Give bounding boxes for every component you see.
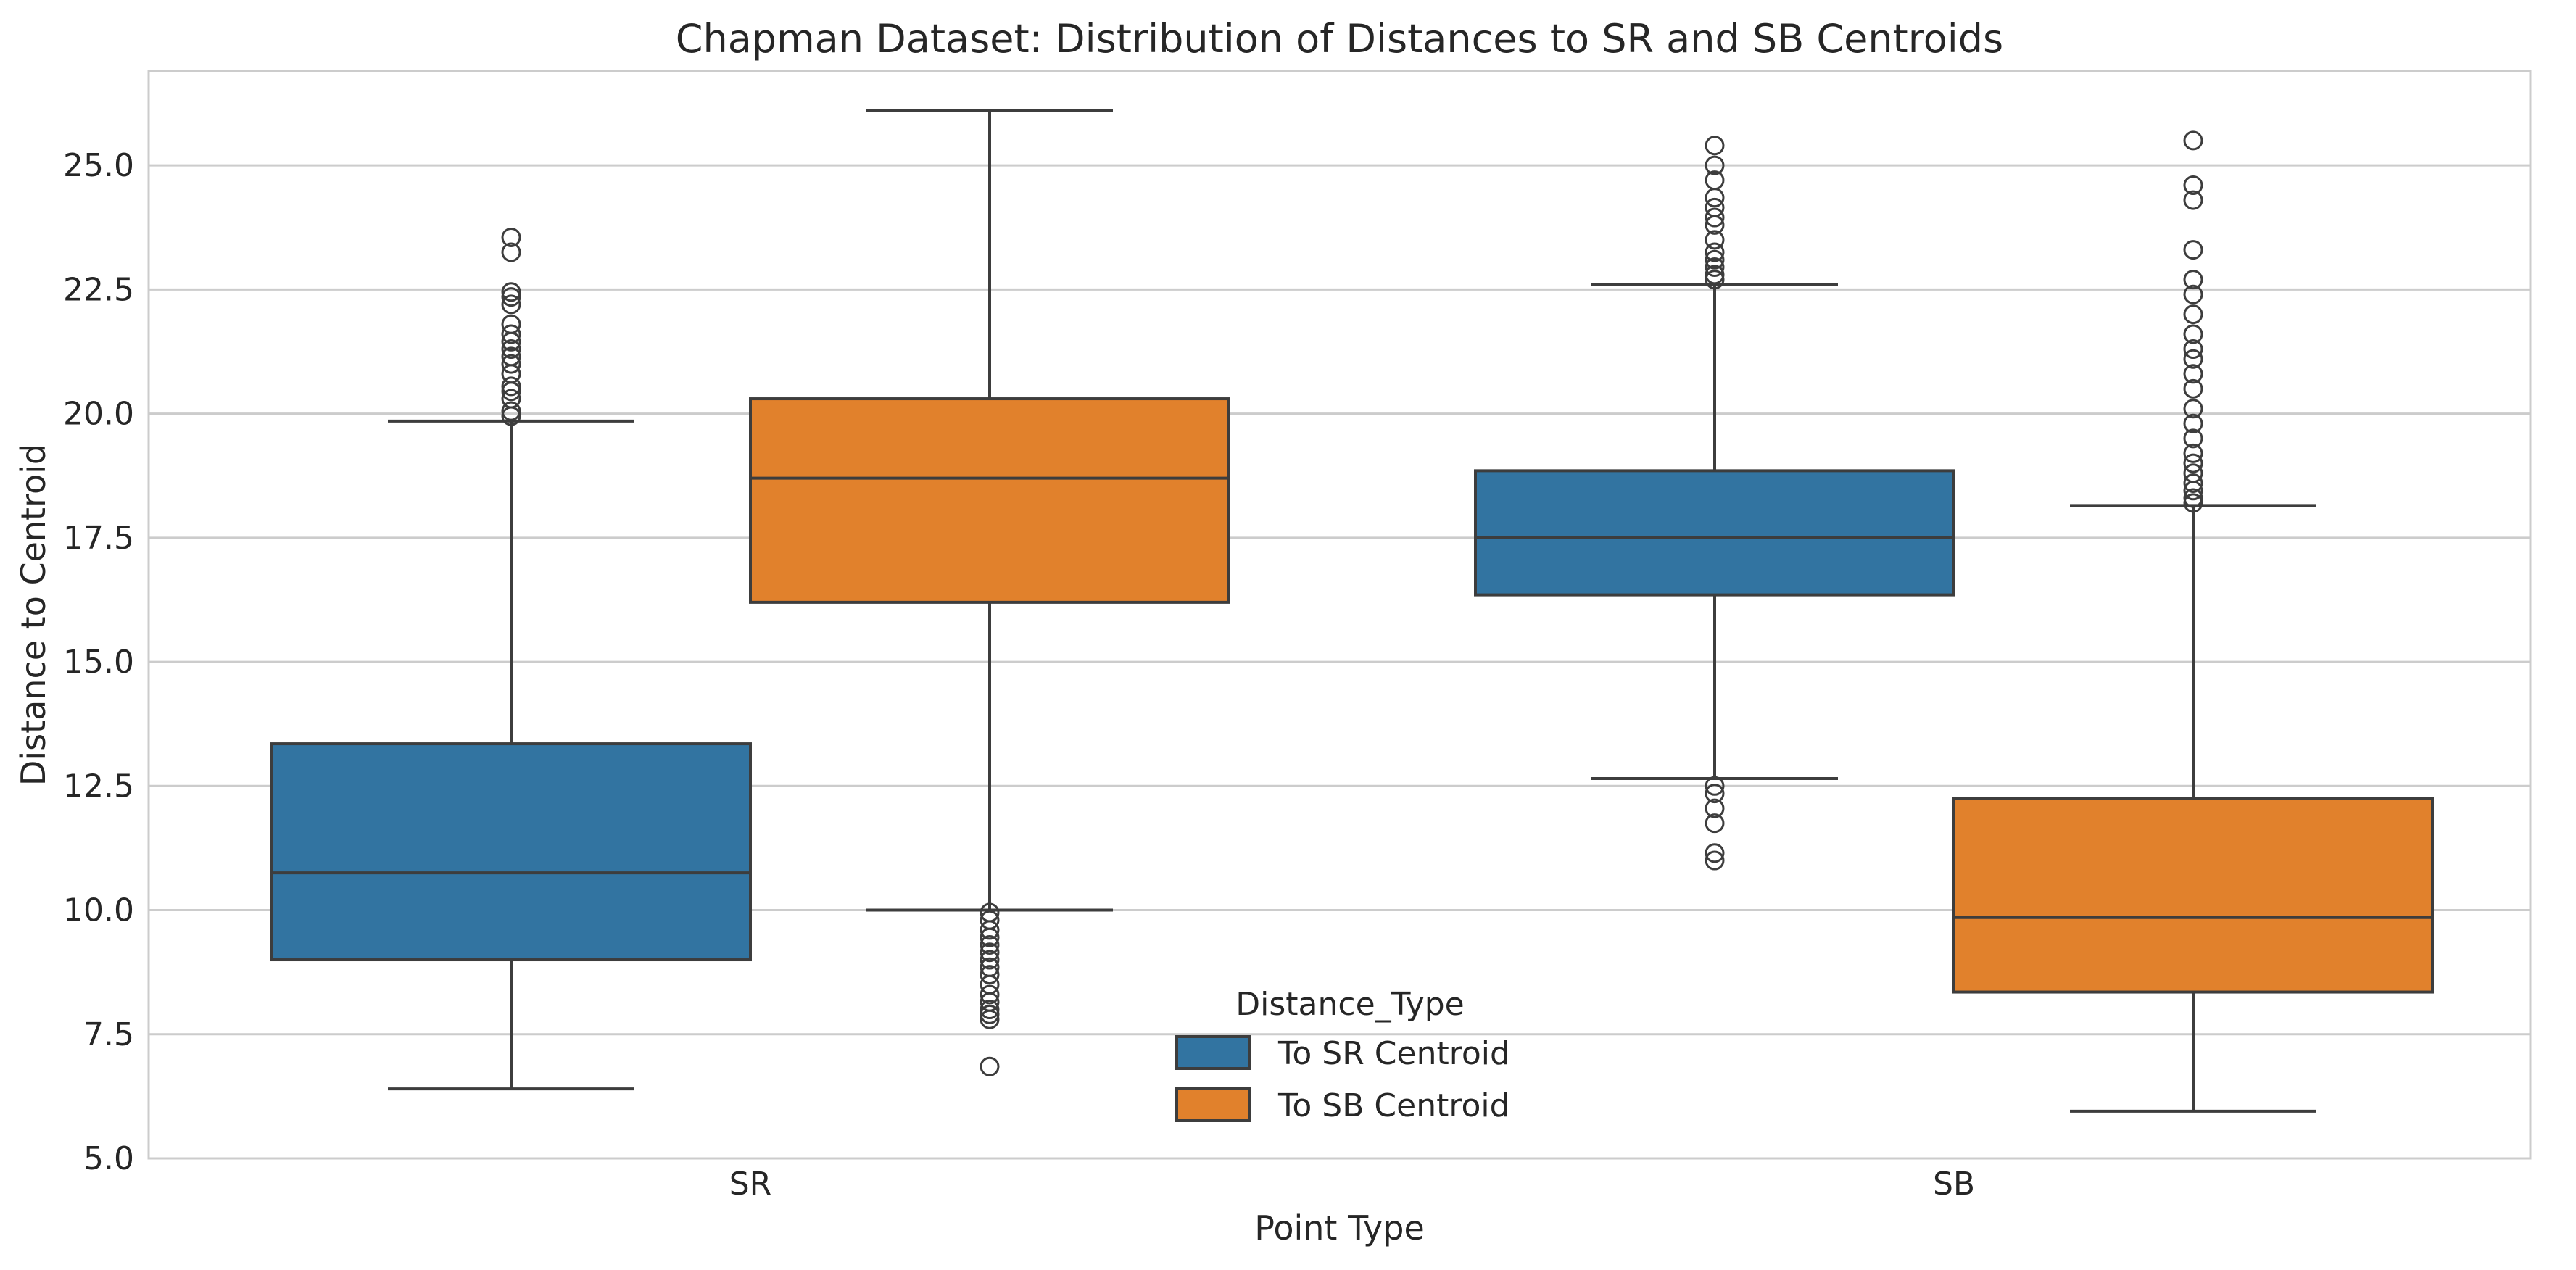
outlier-point xyxy=(980,942,1000,963)
x-tick-label: SR xyxy=(729,1166,772,1203)
outlier-point xyxy=(2183,324,2203,344)
outlier-point xyxy=(2183,364,2203,384)
chart-title: Chapman Dataset: Distribution of Distanc… xyxy=(676,16,2003,62)
y-tick-label: 10.0 xyxy=(63,892,134,929)
legend: Distance_Type To SR Centroid To SB Centro… xyxy=(1175,986,1510,1124)
outlier-point xyxy=(1705,230,1725,250)
outlier-point xyxy=(980,984,1000,1005)
outlier-point xyxy=(1705,265,1725,285)
y-axis-title: Distance to Centroid xyxy=(14,444,53,786)
outlier-point xyxy=(980,1004,1000,1024)
legend-title: Distance_Type xyxy=(1235,986,1464,1023)
outlier-point xyxy=(2183,399,2203,419)
box-layer xyxy=(270,109,2434,1113)
outlier-point xyxy=(1705,784,1725,804)
outlier-point xyxy=(1705,155,1725,175)
outlier-point xyxy=(2183,284,2203,304)
outlier-point xyxy=(1705,257,1725,278)
outlier-point xyxy=(1705,776,1725,796)
outlier-point xyxy=(501,401,521,421)
outlier-point xyxy=(1705,850,1725,871)
outlier-point xyxy=(1705,242,1725,262)
outlier-point xyxy=(2183,443,2203,463)
box-to-sb-centroid-sr xyxy=(749,109,1230,1076)
outlier-point xyxy=(2183,190,2203,210)
outlier-point xyxy=(2183,488,2203,508)
outlier-point xyxy=(501,287,521,307)
outlier-point xyxy=(980,927,1000,947)
outlier-point xyxy=(2183,240,2203,260)
y-tick-label: 12.5 xyxy=(63,768,134,805)
outlier-point xyxy=(501,354,521,374)
outlier-point xyxy=(2183,175,2203,196)
grid-layer xyxy=(149,164,2530,1160)
outlier-point xyxy=(980,950,1000,970)
outlier-point xyxy=(1705,249,1725,270)
outlier-point xyxy=(2183,428,2203,449)
outlier-point xyxy=(2183,378,2203,399)
outlier-point xyxy=(980,1009,1000,1029)
outlier-point xyxy=(501,314,521,334)
outlier-point xyxy=(501,324,521,344)
y-tick-label: 7.5 xyxy=(83,1016,134,1053)
outlier-point xyxy=(1705,813,1725,834)
outlier-point xyxy=(980,1000,1000,1020)
interquartile-box xyxy=(1952,797,2434,994)
outlier-point xyxy=(1705,136,1725,156)
box-to-sb-centroid-sb xyxy=(1952,130,2434,1113)
y-tick-label: 25.0 xyxy=(63,147,134,184)
outlier-point xyxy=(1705,798,1725,818)
interquartile-box xyxy=(270,742,752,962)
outlier-point xyxy=(501,376,521,397)
outlier-point xyxy=(501,346,521,367)
outlier-point xyxy=(1705,170,1725,191)
legend-item-to-sr-centroid: To SR Centroid xyxy=(1175,1035,1510,1072)
outlier-point xyxy=(2183,493,2203,513)
y-tick-label: 22.5 xyxy=(63,271,134,308)
outlier-point xyxy=(2183,463,2203,483)
outlier-point xyxy=(1705,843,1725,863)
legend-label: To SB Centroid xyxy=(1277,1087,1510,1124)
outlier-point xyxy=(2183,270,2203,290)
y-tick-label: 20.0 xyxy=(63,396,134,433)
x-tick-label: SB xyxy=(1933,1166,1975,1203)
interquartile-box xyxy=(749,397,1230,604)
y-tick-label: 17.5 xyxy=(63,520,134,557)
outlier-point xyxy=(1705,270,1725,290)
legend-items: To SR Centroid To SB Centroid xyxy=(1175,1035,1510,1124)
outlier-point xyxy=(501,282,521,302)
outlier-point xyxy=(1705,207,1725,228)
y-tick-label: 5.0 xyxy=(83,1140,134,1177)
x-axis-title: Point Type xyxy=(1254,1208,1425,1248)
box-to-sr-centroid-sr xyxy=(270,227,752,1091)
y-tick-label: 15.0 xyxy=(63,644,134,681)
legend-label: To SR Centroid xyxy=(1277,1035,1510,1072)
outlier-point xyxy=(980,934,1000,955)
legend-swatch xyxy=(1175,1035,1251,1070)
outlier-point xyxy=(980,1056,1000,1076)
outlier-point xyxy=(2183,339,2203,360)
outlier-point xyxy=(2183,453,2203,473)
outlier-point xyxy=(501,389,521,409)
outlier-point xyxy=(501,339,521,360)
box-to-sr-centroid-sb xyxy=(1474,136,1955,871)
outlier-point xyxy=(2183,473,2203,493)
outlier-point xyxy=(2183,130,2203,151)
outlier-point xyxy=(1705,197,1725,217)
outlier-point xyxy=(2183,304,2203,325)
outlier-point xyxy=(501,227,521,247)
legend-swatch xyxy=(1175,1087,1251,1122)
outlier-point xyxy=(2183,349,2203,369)
interquartile-box xyxy=(1474,469,1955,597)
legend-item-to-sb-centroid: To SB Centroid xyxy=(1175,1087,1510,1124)
outlier-point xyxy=(501,242,521,262)
outlier-point xyxy=(2183,413,2203,433)
tick-layer: 5.0 7.5 10.0 12.5 15.0 17.5 20.0 22.5 25.0 SR SB xyxy=(63,147,1975,1203)
outlier-point xyxy=(501,294,521,315)
outlier-point xyxy=(980,920,1000,940)
outlier-point xyxy=(980,965,1000,985)
